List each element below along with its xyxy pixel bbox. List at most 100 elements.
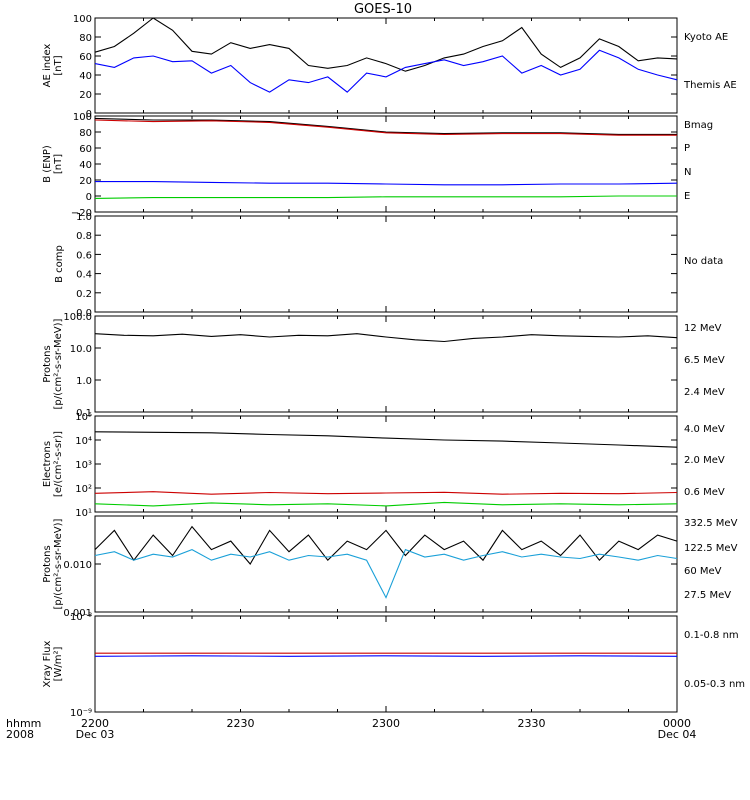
time-tick-label: 2300 (372, 717, 400, 730)
time-tick-date: Dec 03 (76, 728, 115, 741)
time-tick-label: 2230 (227, 717, 255, 730)
series-2-4-mev (94, 333, 678, 343)
series-2-0-mev (94, 501, 678, 507)
xlabel-hhmm: hhmm (6, 717, 41, 730)
y-tick-label: 40 (79, 160, 92, 171)
legend-entry: 2.0 MeV (684, 455, 725, 466)
legend-entry: Bmag (684, 120, 713, 131)
legend-entry: 332.5 MeV (684, 518, 738, 529)
y-axis-label: B (ENP) (42, 145, 53, 183)
panel-electrons: 10¹ 10² 10³ 10⁴ 10⁵ Electrons [e/(cm²-s-sr)] 4.… (42, 412, 725, 519)
y-tick-label: 10.0 (70, 344, 92, 355)
y-tick-label: 0 (86, 109, 92, 120)
series-332-5-mev (94, 525, 678, 565)
y-tick-label: 0.001 (63, 608, 92, 619)
legend-entry: 0.6 MeV (684, 487, 725, 498)
series-0-6-mev (94, 431, 678, 448)
y-tick-label: 10² (75, 484, 92, 495)
legend-entry: E (684, 191, 690, 202)
y-tick-label: 100 (73, 112, 92, 123)
panel-ae: 0 20 40 60 80 100 AE index [nT] Kyoto AE Themis A… (42, 14, 737, 120)
legend-entry: 0.1-0.8 nm (684, 630, 739, 641)
y-tick-label: 0.0 (76, 308, 92, 319)
y-axis-label: Protons (42, 345, 53, 382)
series-0-05-0-3-nm (94, 655, 678, 657)
legend-entry: 12 MeV (684, 323, 722, 334)
legend-entry: No data (684, 256, 723, 267)
y-axis-label: Xray Flux (42, 640, 53, 687)
panel-b_enp: −20 0 20 40 60 80 100 B (ENP) [nT] Bmag P N E (42, 112, 713, 219)
legend-entry: 27.5 MeV (684, 590, 731, 601)
panel-xray: 10⁻⁹ 10⁻⁸ Xray Flux [W/m²] 0.1-0.8 nm 0.05-0.… (42, 612, 745, 719)
y-tick-label: 0.8 (76, 231, 92, 242)
y-tick-label: 60 (79, 52, 92, 63)
y-tick-label: 10³ (75, 460, 92, 471)
y-axis-label: Electrons (42, 441, 53, 487)
y-tick-label: 80 (79, 33, 92, 44)
y-axis-label: [nT] (53, 154, 64, 174)
y-tick-label: 0.1 (76, 408, 92, 419)
panel-protons_high: 0.001 0.010 Protons [p/(cm²-s-sr-MeV)] 332.5… (42, 515, 738, 619)
legend-entry: P (684, 143, 690, 154)
time-tick-date: Dec 04 (658, 728, 697, 741)
panel-b_comp: 0.0 0.2 0.4 0.6 0.8 1.0 B comp No data (54, 212, 723, 319)
y-tick-label: 0.010 (63, 560, 92, 571)
y-axis-label: [p/(cm²-s-sr-MeV)] (53, 318, 64, 409)
y-tick-label: 10⁻⁸ (70, 612, 92, 623)
y-axis-label: [nT] (53, 55, 64, 75)
legend-entry: 2.4 MeV (684, 387, 725, 398)
panel-protons_low: 0.1 1.0 10.0 100.0 Protons [p/(cm²-s-sr-MeV)]… (42, 312, 725, 419)
legend-entry: N (684, 167, 691, 178)
series-p (94, 119, 677, 136)
y-tick-label: 40 (79, 71, 92, 82)
y-tick-label: 10⁴ (75, 436, 92, 447)
y-tick-label: 0.2 (76, 289, 92, 300)
panel-frame (94, 315, 678, 413)
legend-entry: 60 MeV (684, 566, 722, 577)
time-tick-label: 0000 (663, 717, 691, 730)
y-axis-label: [W/m²] (53, 646, 64, 681)
y-tick-label: 100.0 (63, 312, 92, 323)
y-tick-label: 80 (79, 128, 92, 139)
panel-frame (94, 215, 678, 313)
chart-title: GOES-10 (354, 2, 412, 17)
y-axis-label: B comp (54, 245, 65, 283)
y-tick-label: 60 (79, 144, 92, 155)
series-kyoto-ae (94, 49, 678, 93)
series-n (94, 195, 677, 199)
legend-entry: 122.5 MeV (684, 543, 738, 554)
y-tick-label: 0.4 (76, 270, 92, 281)
xlabel-year: 2008 (6, 728, 34, 741)
legend-entry: 4.0 MeV (684, 424, 725, 435)
legend-entry: 0.05-0.3 nm (684, 679, 745, 690)
y-tick-label: 100 (73, 14, 92, 25)
y-tick-label: 1.0 (76, 376, 92, 387)
time-tick-label: 2330 (518, 717, 546, 730)
y-tick-label: 20 (79, 176, 92, 187)
y-axis-label: Protons (42, 545, 53, 582)
y-tick-label: −20 (71, 208, 92, 219)
y-axis-label: AE index (42, 44, 53, 88)
series-e (95, 181, 678, 186)
y-tick-label: 10¹ (75, 508, 92, 519)
y-tick-label: 0 (86, 192, 92, 203)
legend-entry: 6.5 MeV (684, 355, 725, 366)
legend-entry: Kyoto AE (684, 32, 728, 43)
series-themis-ae (94, 17, 678, 72)
y-axis-label: [p/(cm²-s-sr-MeV)] (53, 518, 64, 609)
y-tick-label: 10⁻⁹ (70, 708, 92, 719)
panel-frame (94, 415, 678, 513)
series-4-0-mev (94, 491, 678, 495)
series-60-mev (94, 548, 678, 599)
y-tick-label: 0.6 (76, 250, 92, 261)
y-tick-label: 20 (79, 90, 92, 101)
series-bmag (94, 117, 677, 135)
y-tick-label: 10⁵ (75, 412, 92, 423)
y-tick-label: 1.0 (76, 212, 92, 223)
y-axis-label: [e/(cm²-s-sr)] (53, 431, 64, 497)
time-tick-label: 2200 (81, 717, 109, 730)
legend-entry: Themis AE (683, 80, 737, 91)
